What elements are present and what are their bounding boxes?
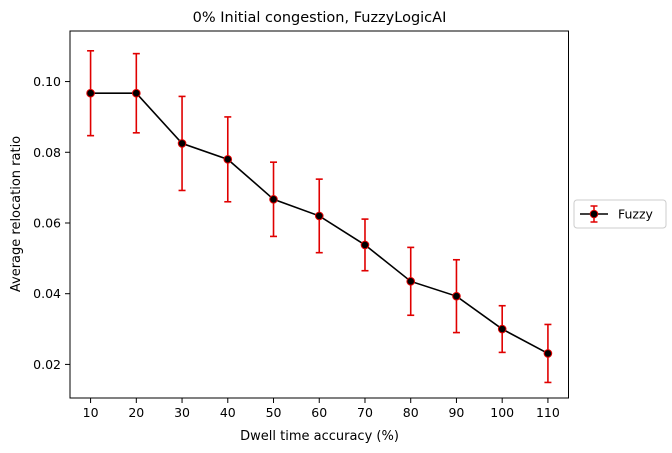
x-tick-label: 20 — [128, 405, 144, 420]
x-tick-label: 50 — [266, 405, 282, 420]
x-tick-label: 90 — [448, 405, 464, 420]
x-tick-label: 70 — [357, 405, 373, 420]
data-point — [406, 277, 416, 286]
y-axis-label: Average relocation ratio — [9, 136, 24, 292]
legend: Fuzzy — [573, 199, 667, 229]
y-tick-label: 0.06 — [33, 215, 61, 230]
x-tick-label: 110 — [536, 405, 560, 420]
x-axis: 10 20 30 40 50 60 70 80 90 100 110 — [83, 398, 560, 420]
data-point — [497, 324, 507, 334]
y-tick-label: 0.04 — [33, 286, 61, 301]
data-point — [177, 139, 187, 148]
x-tick-label: 100 — [490, 405, 514, 420]
data-point — [543, 349, 553, 358]
data-point — [223, 155, 233, 164]
x-tick-label: 30 — [174, 405, 190, 420]
chart-title: 0% Initial congestion, FuzzyLogicAI — [193, 10, 447, 26]
x-axis-label: Dwell time accuracy (%) — [240, 429, 399, 444]
data-point — [269, 194, 278, 204]
y-axis: 0.02 0.04 0.06 0.08 0.10 — [33, 74, 70, 372]
data-point — [86, 88, 95, 98]
data-point — [452, 291, 461, 301]
data-point — [360, 240, 370, 250]
legend-box — [573, 199, 667, 229]
data-point — [132, 88, 141, 98]
x-tick-label: 60 — [311, 405, 327, 420]
x-tick-label: 10 — [83, 405, 99, 420]
legend-marker — [589, 209, 599, 219]
y-tick-label: 0.10 — [33, 74, 61, 89]
x-tick-label: 80 — [403, 405, 419, 420]
x-tick-label: 40 — [220, 405, 236, 420]
y-tick-label: 0.02 — [33, 357, 61, 372]
series-fuzzy — [86, 49, 553, 384]
data-point — [314, 211, 324, 221]
legend-label-fuzzy: Fuzzy — [618, 207, 654, 222]
y-tick-label: 0.08 — [33, 145, 61, 160]
